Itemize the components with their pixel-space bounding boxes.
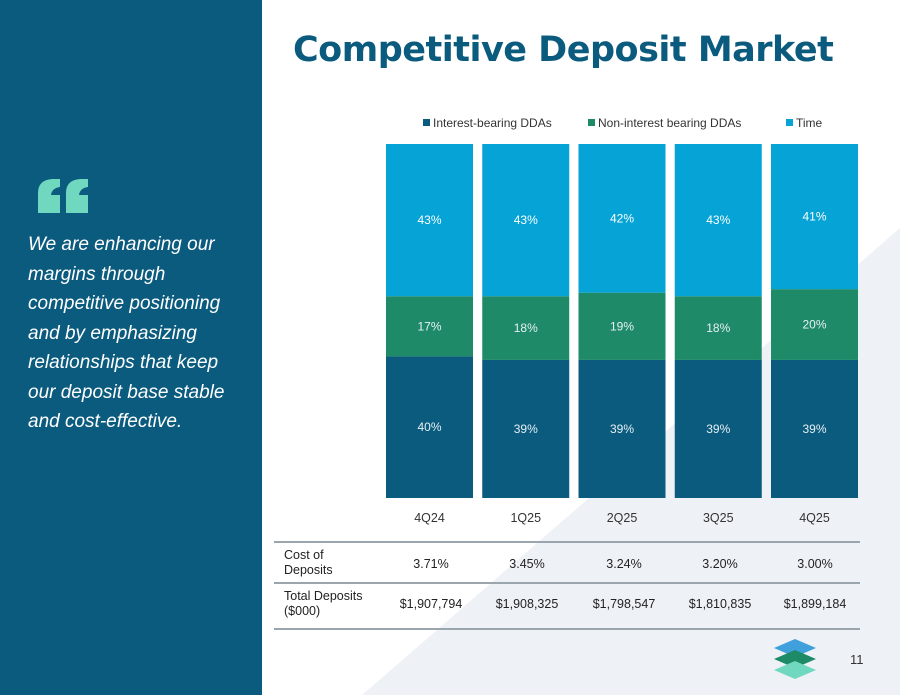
bar-non-interest-bearing-ddas-4q24 <box>386 296 473 357</box>
category-label-4q25: 4Q25 <box>799 511 830 525</box>
data-label-interest-bearing-ddas-4q25: 39% <box>802 422 826 436</box>
legend-label-non-interest-bearing-ddas: Non-interest bearing DDAs <box>598 116 741 130</box>
total-deposits-label: Total Deposits ($000) <box>284 589 363 619</box>
total-deposits-1q25: $1,908,325 <box>495 597 559 611</box>
chart-bars: 40% 17% 43% 39% 18% 43% 39% 19% 42% 39% 18% 43% 39% 2… <box>386 144 858 498</box>
table-middle-rule <box>274 582 860 584</box>
bar-interest-bearing-ddas-4q24 <box>386 356 473 498</box>
data-label-interest-bearing-ddas-2q25: 39% <box>610 422 634 436</box>
cost-of-deposits-2q25: 3.24% <box>606 557 642 571</box>
cost-of-deposits-label-line1: Cost of <box>284 548 324 562</box>
legend-label-time: Time <box>796 116 823 130</box>
table-bottom-rule <box>274 628 860 630</box>
page-number: 11 <box>850 652 864 667</box>
data-label-non-interest-bearing-ddas-4q24: 17% <box>417 319 441 333</box>
bar-non-interest-bearing-ddas-3q25 <box>674 296 762 360</box>
total-deposits-4q24: $1,907,794 <box>399 597 463 611</box>
data-label-time-1q25: 43% <box>514 213 538 227</box>
bar-interest-bearing-ddas-2q25 <box>578 359 666 498</box>
total-deposits-label-line1: Total Deposits <box>284 589 363 603</box>
data-label-interest-bearing-ddas-1q25: 39% <box>514 422 538 436</box>
bar-non-interest-bearing-ddas-1q25 <box>482 296 570 360</box>
bar-time-1q25 <box>482 144 570 297</box>
category-label-3q25: 3Q25 <box>703 511 734 525</box>
cost-of-deposits-4q25: 3.00% <box>797 557 833 571</box>
chart-legend: Interest-bearing DDAs Non-interest bearin… <box>423 116 823 130</box>
quote-text: We are enhancing our margins through com… <box>28 234 225 432</box>
data-label-non-interest-bearing-ddas-1q25: 18% <box>514 321 538 335</box>
cost-of-deposits-label-line2: Deposits <box>284 563 333 577</box>
category-label-4q24: 4Q24 <box>414 511 445 525</box>
legend-label-interest-bearing-ddas: Interest-bearing DDAs <box>433 116 552 130</box>
data-label-time-4q24: 43% <box>417 213 441 227</box>
data-label-time-3q25: 43% <box>706 213 730 227</box>
chart-categories: 4Q24 1Q25 2Q25 3Q25 4Q25 <box>414 511 830 525</box>
legend-swatch-interest-bearing-ddas <box>423 119 430 126</box>
bar-non-interest-bearing-ddas-4q25 <box>771 289 858 360</box>
bar-interest-bearing-ddas-1q25 <box>482 359 570 498</box>
table-top-rule <box>274 541 860 543</box>
cost-of-deposits-4q24: 3.71% <box>413 557 449 571</box>
bar-non-interest-bearing-ddas-2q25 <box>578 292 666 360</box>
data-label-time-4q25: 41% <box>802 210 826 224</box>
total-deposits-label-line2: ($000) <box>284 604 321 618</box>
data-label-time-2q25: 42% <box>610 211 634 225</box>
legend-swatch-time <box>786 119 793 126</box>
data-label-non-interest-bearing-ddas-4q25: 20% <box>802 318 826 332</box>
data-label-non-interest-bearing-ddas-2q25: 19% <box>610 319 634 333</box>
data-label-interest-bearing-ddas-4q24: 40% <box>417 420 441 434</box>
data-label-non-interest-bearing-ddas-3q25: 18% <box>706 321 730 335</box>
company-logo-icon <box>774 639 816 679</box>
cost-of-deposits-1q25: 3.45% <box>509 557 545 571</box>
data-label-interest-bearing-ddas-3q25: 39% <box>706 422 730 436</box>
bar-interest-bearing-ddas-3q25 <box>674 359 762 498</box>
total-deposits-2q25: $1,798,547 <box>592 597 656 611</box>
bar-time-4q24 <box>386 144 473 297</box>
cost-of-deposits-label: Cost of Deposits <box>284 548 333 578</box>
page-title: Competitive Deposit Market <box>293 30 834 70</box>
sidebar-panel: We are enhancing our margins through com… <box>0 0 262 695</box>
category-label-2q25: 2Q25 <box>607 511 638 525</box>
bar-time-2q25 <box>578 144 666 293</box>
quote-mark-icon <box>38 179 88 213</box>
category-label-1q25: 1Q25 <box>510 511 541 525</box>
bar-time-4q25 <box>771 144 858 290</box>
total-deposits-4q25: $1,899,184 <box>783 597 847 611</box>
stacked-bar-chart: Interest-bearing DDAs Non-interest bearin… <box>386 116 858 525</box>
bar-interest-bearing-ddas-4q25 <box>771 359 858 498</box>
legend-swatch-non-interest-bearing-ddas <box>588 119 595 126</box>
bar-time-3q25 <box>674 144 762 297</box>
total-deposits-3q25: $1,810,835 <box>688 597 752 611</box>
cost-of-deposits-3q25: 3.20% <box>702 557 738 571</box>
